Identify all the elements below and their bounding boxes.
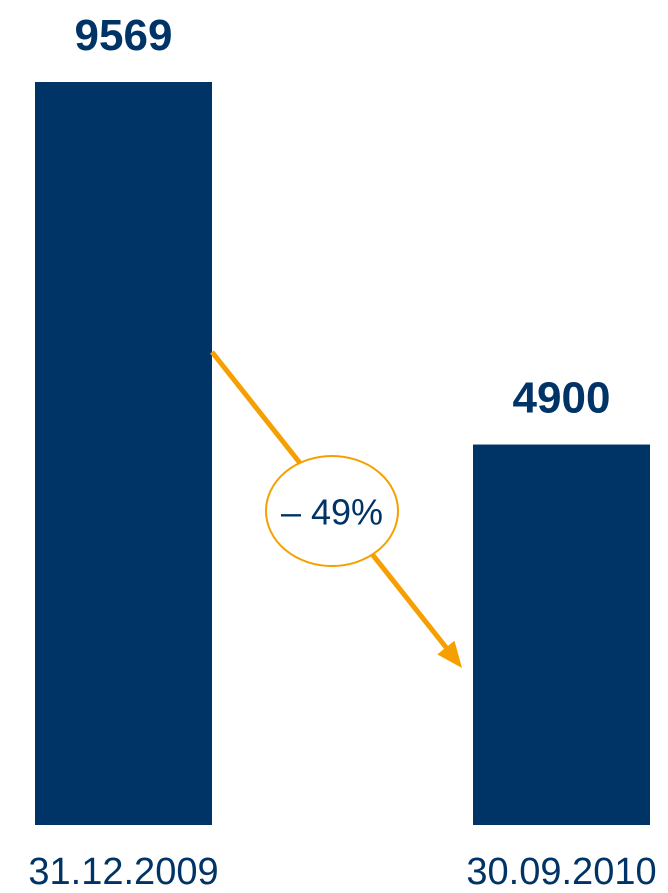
value-label-2: 4900	[513, 374, 611, 423]
change-arrowhead	[437, 640, 462, 668]
bar-2	[473, 444, 650, 825]
change-ellipse	[265, 455, 399, 567]
bars-layer: 9569 31.12.2009 4900 30.09.2010	[28, 11, 656, 893]
bar-1	[35, 82, 212, 825]
change-annotation: – 49%	[210, 350, 462, 668]
category-label-1: 31.12.2009	[28, 851, 218, 893]
change-percent-label: – 49%	[281, 492, 383, 533]
value-label-1: 9569	[75, 11, 173, 60]
category-label-2: 30.09.2010	[466, 851, 656, 893]
